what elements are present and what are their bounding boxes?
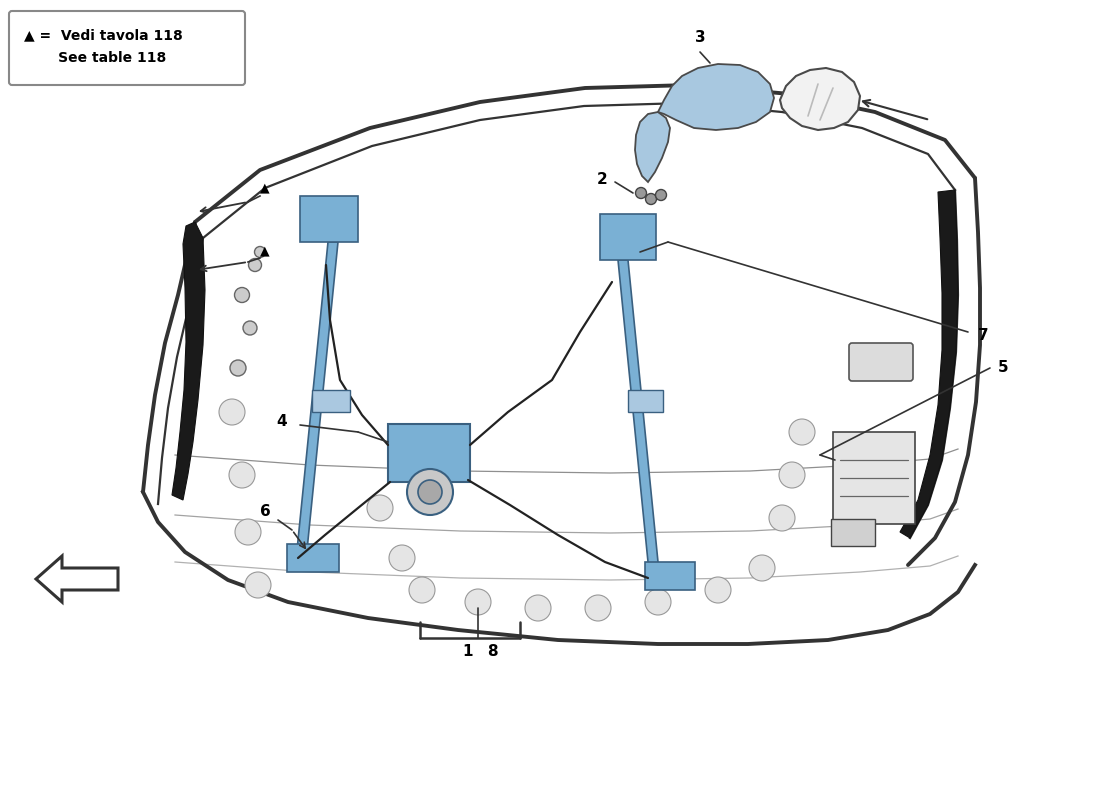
Circle shape <box>243 321 257 335</box>
Circle shape <box>245 572 271 598</box>
Polygon shape <box>635 112 670 182</box>
FancyBboxPatch shape <box>388 424 470 482</box>
Text: ▲ =  Vedi tavola 118: ▲ = Vedi tavola 118 <box>24 28 183 42</box>
Circle shape <box>409 577 434 603</box>
Text: 4: 4 <box>277 414 287 430</box>
Text: 5: 5 <box>998 361 1009 375</box>
Circle shape <box>219 399 245 425</box>
Polygon shape <box>780 68 860 130</box>
Text: ▲: ▲ <box>260 244 270 257</box>
FancyBboxPatch shape <box>830 519 874 546</box>
Circle shape <box>367 495 393 521</box>
Circle shape <box>249 258 262 271</box>
Circle shape <box>465 589 491 615</box>
Circle shape <box>235 519 261 545</box>
Circle shape <box>254 246 265 258</box>
Text: See table 118: See table 118 <box>24 51 166 65</box>
Text: 1: 1 <box>463 645 473 659</box>
Text: 2: 2 <box>597 173 608 187</box>
Circle shape <box>525 595 551 621</box>
Circle shape <box>705 577 732 603</box>
Circle shape <box>789 419 815 445</box>
Polygon shape <box>36 556 118 602</box>
Polygon shape <box>618 260 660 582</box>
FancyBboxPatch shape <box>849 343 913 381</box>
Circle shape <box>389 545 415 571</box>
Polygon shape <box>172 222 205 500</box>
FancyBboxPatch shape <box>312 390 350 412</box>
Text: ▲: ▲ <box>260 181 270 194</box>
FancyBboxPatch shape <box>9 11 245 85</box>
Text: 3: 3 <box>695 30 705 45</box>
Polygon shape <box>295 242 338 570</box>
Circle shape <box>230 360 246 376</box>
Circle shape <box>407 469 453 515</box>
Circle shape <box>646 194 657 205</box>
Text: 6: 6 <box>260 505 271 519</box>
Circle shape <box>418 480 442 504</box>
Circle shape <box>234 287 250 302</box>
FancyBboxPatch shape <box>600 214 656 260</box>
FancyBboxPatch shape <box>645 562 695 590</box>
Text: 7: 7 <box>978 327 989 342</box>
Circle shape <box>636 187 647 198</box>
Polygon shape <box>900 190 958 538</box>
Circle shape <box>656 190 667 201</box>
Circle shape <box>229 462 255 488</box>
Circle shape <box>645 589 671 615</box>
FancyBboxPatch shape <box>287 544 339 572</box>
FancyBboxPatch shape <box>833 432 915 524</box>
Circle shape <box>769 505 795 531</box>
Circle shape <box>585 595 611 621</box>
Text: 8: 8 <box>486 645 497 659</box>
Circle shape <box>779 462 805 488</box>
FancyBboxPatch shape <box>628 390 663 412</box>
Circle shape <box>749 555 775 581</box>
Polygon shape <box>658 64 774 130</box>
FancyBboxPatch shape <box>300 196 358 242</box>
